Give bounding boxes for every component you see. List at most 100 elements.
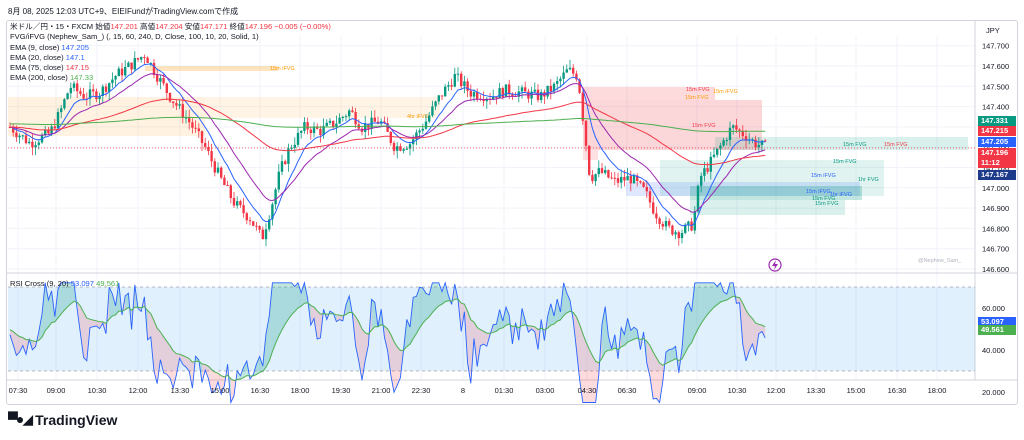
candle-body xyxy=(242,205,245,214)
candle xyxy=(207,140,210,156)
candle xyxy=(568,59,572,71)
rsi-fill-segment xyxy=(736,297,740,304)
candle xyxy=(687,220,690,232)
rsi-fill-segment xyxy=(90,319,94,328)
candle xyxy=(146,56,149,64)
price-tag: 147.215 xyxy=(978,126,1016,136)
candle xyxy=(476,88,479,102)
high-value: 147.204 xyxy=(155,22,183,31)
candle-body xyxy=(575,73,578,80)
rsi-fill-segment xyxy=(109,287,113,320)
candle-body xyxy=(642,182,645,187)
tradingview-logo[interactable]: ▀●◢ TradingView xyxy=(8,411,117,428)
candle-body xyxy=(264,229,268,240)
rsi-fill-segment xyxy=(298,282,302,308)
candle xyxy=(332,120,335,130)
ema9-legend[interactable]: EMA (9, close) 147.205 xyxy=(10,42,89,52)
candle xyxy=(565,64,568,73)
candle-body xyxy=(405,148,408,150)
candle xyxy=(591,170,594,184)
candle-body xyxy=(18,135,21,138)
candle-body xyxy=(143,57,146,59)
candle xyxy=(716,148,719,158)
fvg-label: 15m FVG xyxy=(812,196,836,202)
candle-body xyxy=(111,79,114,84)
candle xyxy=(533,82,536,94)
fvg-label: 1hr FVG xyxy=(858,177,879,183)
time-axis-label: 04:30 xyxy=(577,386,597,395)
fvg-zone xyxy=(205,97,440,118)
candle-body xyxy=(245,213,248,221)
candle-body xyxy=(37,142,40,145)
rsi-fill-segment xyxy=(442,282,446,305)
candle xyxy=(364,115,367,140)
rsi-fill-segment xyxy=(317,310,321,340)
candle xyxy=(434,100,437,111)
candle xyxy=(616,172,620,188)
candle xyxy=(700,172,703,193)
candle-body xyxy=(232,198,236,206)
candle-body xyxy=(431,106,434,116)
rsi-fill-segment xyxy=(282,282,286,330)
price-axis: 147.700147.600147.500147.400147.300147.2… xyxy=(982,42,1009,274)
candle xyxy=(66,92,69,100)
candle xyxy=(431,100,434,118)
change-value: −0.005 (−0.00%) xyxy=(274,22,331,31)
candle xyxy=(527,88,530,103)
ema75-legend[interactable]: EMA (75, close) 147.15 xyxy=(10,63,89,73)
candle-body xyxy=(332,120,335,127)
candle xyxy=(245,211,248,225)
candle-body xyxy=(664,221,668,227)
candle-body xyxy=(581,92,584,121)
candle xyxy=(296,127,300,148)
candle xyxy=(175,99,178,111)
rsi-fill-segment xyxy=(166,341,170,378)
fvg-zone xyxy=(715,137,968,150)
candle xyxy=(117,66,120,77)
candle-body xyxy=(684,224,687,233)
candle xyxy=(581,90,584,125)
candle-body xyxy=(415,132,418,140)
candle xyxy=(408,141,412,156)
symbol-label[interactable]: 米ドル／円・15・FXCM xyxy=(10,22,94,31)
candle-body xyxy=(552,83,556,92)
rsi-legend[interactable]: RSI Cross (9, 20) 53.097 49.561 xyxy=(10,279,119,289)
rsi-fill-segment xyxy=(211,369,215,393)
price-tag: 147.196 xyxy=(978,148,1016,158)
candle xyxy=(271,202,274,226)
candle-body xyxy=(223,177,226,186)
candle-body xyxy=(213,161,216,173)
candle-body xyxy=(114,76,117,80)
fvg-legend[interactable]: FVG/iFVG (Nephew_Sam_) (, 15, 60, 240, D… xyxy=(10,32,259,42)
candle xyxy=(607,169,610,179)
rsi-fill-segment xyxy=(128,293,132,330)
ema20-legend[interactable]: EMA (20, close) 147.1 xyxy=(10,52,85,62)
ema200-legend[interactable]: EMA (200, close) 147.33 xyxy=(10,73,94,83)
candle xyxy=(380,118,383,127)
candle-body xyxy=(604,170,607,173)
candle xyxy=(316,123,319,130)
candle-body xyxy=(389,131,392,143)
candle-body xyxy=(472,92,476,97)
rsi-fill-segment xyxy=(653,352,657,400)
candle-body xyxy=(88,89,92,99)
candle-body xyxy=(140,57,143,60)
candle xyxy=(652,196,655,215)
candle-body xyxy=(492,96,495,100)
candle-body xyxy=(716,148,719,155)
rsi-fill-segment xyxy=(429,282,433,317)
candle-body xyxy=(504,84,508,98)
candle xyxy=(168,92,172,104)
candle-body xyxy=(469,90,472,97)
price-axis-label: 147.100 xyxy=(982,164,1009,173)
candle-body xyxy=(325,122,328,126)
candle-body xyxy=(741,130,744,137)
currency-label: JPY xyxy=(986,26,1000,35)
candle xyxy=(668,218,671,228)
candle-body xyxy=(79,91,82,94)
ema75-line xyxy=(9,98,766,166)
gridlines xyxy=(8,45,975,270)
rsi-fill-segment xyxy=(285,282,289,325)
candle xyxy=(300,129,303,139)
